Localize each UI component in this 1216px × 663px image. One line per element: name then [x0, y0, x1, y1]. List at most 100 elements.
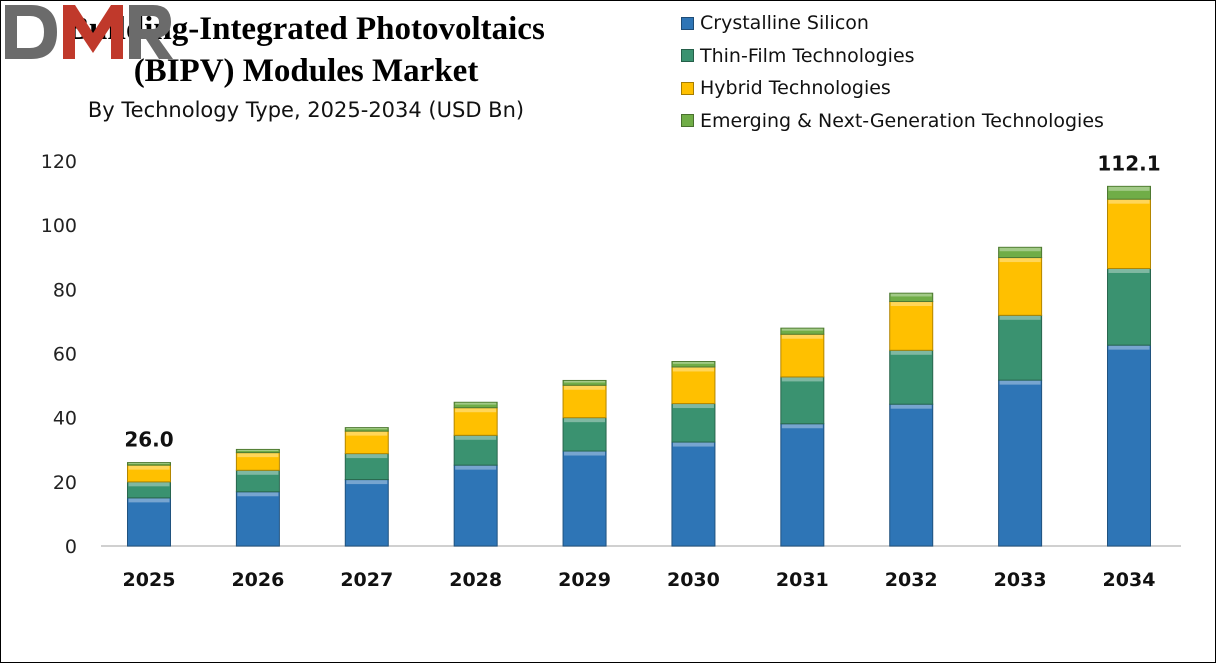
- x-tick-label: 2030: [667, 569, 720, 591]
- bar-segment-highlight: [672, 367, 714, 372]
- bar-segment: [780, 327, 825, 335]
- bar-segment-highlight: [237, 470, 279, 475]
- bar-segment-highlight: [128, 463, 170, 464]
- y-tick-label: 120: [41, 151, 77, 173]
- bar-segment: [998, 257, 1043, 316]
- bar-segment: [1107, 267, 1151, 346]
- bar-segment-highlight: [346, 428, 388, 430]
- bar-segment-highlight: [455, 408, 497, 413]
- legend-swatch: [681, 81, 694, 95]
- bar-segment: [453, 401, 498, 409]
- bar-segment-highlight: [346, 480, 388, 485]
- bar-segment: [1107, 198, 1151, 269]
- bar-segment-highlight: [237, 453, 279, 458]
- bar-segment-highlight: [999, 247, 1041, 252]
- bar-segment: [1107, 344, 1151, 547]
- y-tick-label: 40: [53, 408, 77, 430]
- bar-segment-highlight: [128, 498, 170, 503]
- bar-segment: [453, 407, 498, 436]
- legend-swatch: [681, 49, 694, 63]
- x-tick-label: 2033: [994, 569, 1047, 591]
- bar-segment-highlight: [128, 482, 170, 487]
- bar-segment-highlight: [564, 451, 606, 456]
- bar-segment: [998, 246, 1043, 259]
- bar-segment-highlight: [1108, 186, 1150, 191]
- bar-segment-highlight: [1108, 199, 1150, 204]
- bar-segment: [671, 361, 716, 368]
- bar-segment-highlight: [999, 315, 1041, 320]
- bar-segment: [889, 292, 934, 303]
- legend-item-thin-film: Thin-Film Technologies: [681, 40, 1104, 73]
- bar-segment-highlight: [672, 404, 714, 409]
- bar-segment: [453, 434, 498, 466]
- bar-segment: [562, 384, 607, 419]
- x-tick-label: 2031: [776, 569, 829, 591]
- chart-title-line-2: (BIPV) Modules Market: [133, 53, 479, 89]
- bar-segment: [562, 379, 607, 386]
- bar-segment: [889, 349, 934, 405]
- x-tick-label: 2034: [1103, 569, 1156, 591]
- bar-segment-highlight: [346, 454, 388, 459]
- bar-segment: [780, 423, 825, 547]
- bar-segment: [998, 379, 1043, 547]
- bar-segment: [889, 403, 934, 547]
- y-tick-label: 80: [53, 279, 77, 301]
- x-tick-label: 2029: [558, 569, 611, 591]
- x-tick-label: 2028: [449, 569, 502, 591]
- legend-item-emerging: Emerging & Next-Generation Technologies: [681, 105, 1104, 138]
- bar-segment: [562, 417, 607, 452]
- bar-segment: [235, 491, 280, 547]
- bar-segment-highlight: [1108, 268, 1150, 273]
- data-label: 112.1: [1097, 151, 1160, 175]
- bar-segment-highlight: [564, 385, 606, 390]
- bar-segment: [344, 479, 389, 547]
- bar-segment-highlight: [564, 380, 606, 383]
- bar-segment-highlight: [890, 404, 932, 409]
- bar-segment-highlight: [128, 465, 170, 470]
- legend-item-hybrid: Hybrid Technologies: [681, 72, 1104, 105]
- x-tick-label: 2026: [231, 569, 284, 591]
- bar-segment-highlight: [781, 424, 823, 429]
- bar-segment-highlight: [672, 362, 714, 364]
- bar-segment-highlight: [346, 431, 388, 436]
- legend-item-crystalline-silicon: Crystalline Silicon: [681, 7, 1104, 40]
- bar-segment-highlight: [455, 465, 497, 470]
- bar-segment-highlight: [672, 442, 714, 447]
- bar-segment: [671, 441, 716, 547]
- x-tick-label: 2032: [885, 569, 938, 591]
- legend: Crystalline Silicon Thin-Film Technologi…: [681, 7, 1104, 137]
- legend-label: Emerging & Next-Generation Technologies: [700, 109, 1104, 132]
- data-label: 26.0: [124, 428, 173, 452]
- bar-segment: [889, 301, 934, 351]
- bar-segment-highlight: [1108, 345, 1150, 350]
- legend-label: Crystalline Silicon: [700, 12, 869, 35]
- bar-segment-highlight: [564, 418, 606, 423]
- bar-segment: [344, 427, 389, 432]
- bar-segment-highlight: [890, 293, 932, 297]
- bar-segment: [235, 448, 280, 454]
- bar-segment: [127, 497, 171, 547]
- bar-segment: [998, 314, 1043, 381]
- legend-label: Hybrid Technologies: [700, 77, 891, 100]
- bar-segment-highlight: [999, 380, 1041, 385]
- bar-segment-highlight: [237, 492, 279, 497]
- bar-segment-highlight: [890, 350, 932, 355]
- bar-segment-highlight: [455, 402, 497, 405]
- bar-segment: [780, 376, 825, 425]
- y-tick-label: 20: [53, 472, 77, 494]
- bar-segment-highlight: [999, 258, 1041, 263]
- bar-segment: [671, 403, 716, 443]
- bar-segment-highlight: [781, 377, 823, 382]
- bar-segment-highlight: [890, 302, 932, 307]
- bar-segment: [671, 366, 716, 405]
- bar-segment-highlight: [781, 334, 823, 339]
- bar-segment: [562, 450, 607, 547]
- chart-subtitle: By Technology Type, 2025-2034 (USD Bn): [87, 98, 525, 122]
- bar-segment: [453, 464, 498, 547]
- bar-segment-highlight: [781, 328, 823, 331]
- legend-label: Thin-Film Technologies: [700, 44, 915, 67]
- bar-segment-highlight: [237, 449, 279, 451]
- legend-swatch: [681, 114, 694, 128]
